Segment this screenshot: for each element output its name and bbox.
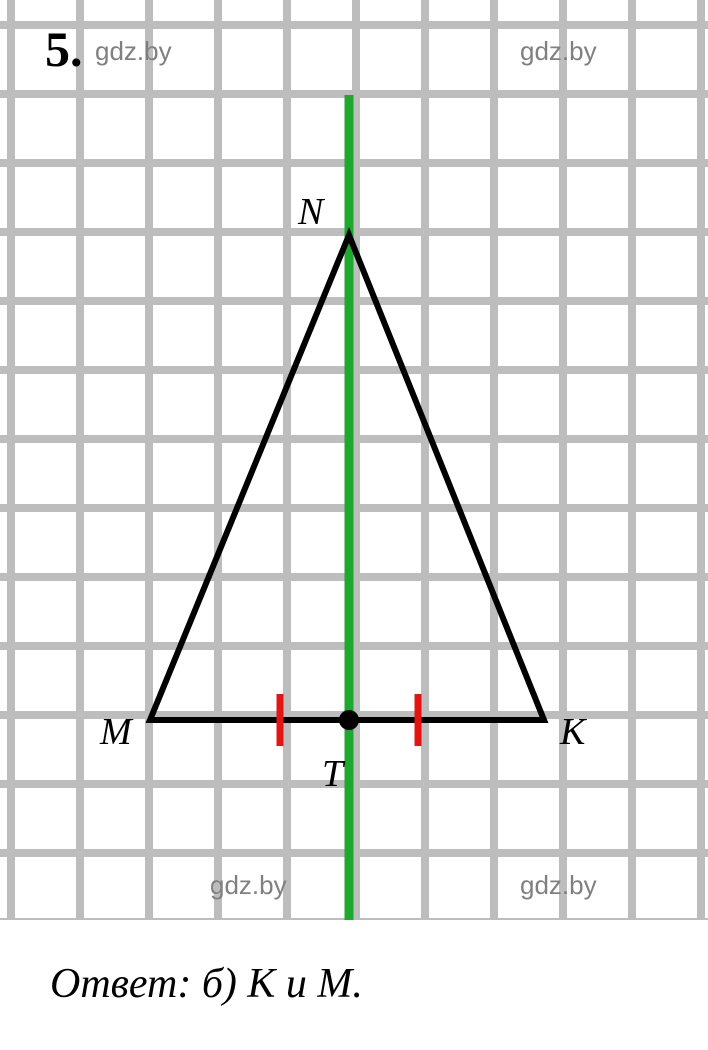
answer-line: Ответ: б) K и M.	[50, 960, 363, 1008]
grid-svg	[0, 0, 708, 920]
label-t: T	[322, 752, 343, 796]
watermark-bottom-right: gdz.by	[520, 870, 597, 901]
watermark-top-left: gdz.by	[95, 36, 172, 67]
watermark-bottom-left: gdz.by	[210, 870, 287, 901]
problem-number: 5.	[45, 20, 83, 78]
label-n: N	[298, 190, 323, 234]
answer-label: Ответ:	[50, 961, 191, 1007]
label-k: K	[560, 710, 585, 754]
watermark-top-right: gdz.by	[520, 36, 597, 67]
label-m: M	[100, 710, 132, 754]
answer-text: б) K и M.	[191, 961, 363, 1007]
diagram-canvas: 5. gdz.by gdz.by gdz.by gdz.by N M K T	[0, 0, 708, 920]
